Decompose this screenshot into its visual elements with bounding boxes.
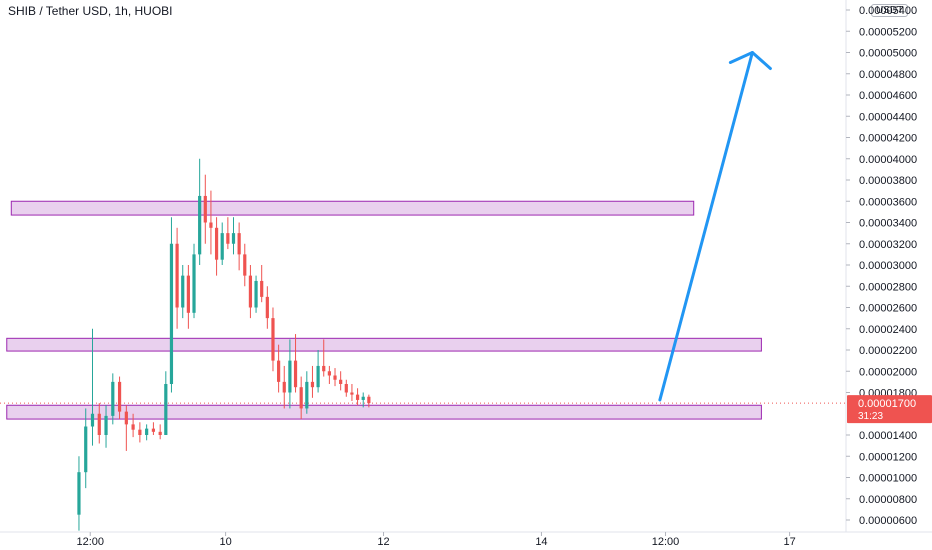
last-price-badge (847, 395, 932, 424)
y-tick-label: 0.00001200 (859, 451, 917, 463)
candle-body (124, 411, 128, 425)
candle-body (237, 233, 241, 255)
y-tick-label: 0.00004400 (859, 111, 917, 123)
candle-body (209, 222, 213, 228)
candle-body (226, 233, 230, 244)
projection-arrow-shaft (658, 51, 754, 402)
candle-body (169, 243, 174, 384)
candle-body (243, 254, 247, 276)
candle-body (299, 387, 303, 409)
x-tick-label: 14 (535, 536, 547, 548)
candle-body (260, 280, 264, 297)
x-tick-label: 17 (783, 536, 795, 548)
candle-body (282, 381, 286, 393)
candle-body (271, 318, 275, 361)
candle-body (339, 379, 343, 384)
y-tick-label: 0.00000600 (859, 515, 917, 527)
candle-body (186, 275, 190, 313)
candle-body (327, 371, 331, 376)
candle-body (104, 415, 108, 435)
candle-body (77, 472, 81, 515)
candle-body (248, 275, 253, 308)
y-tick-label: 0.00001000 (859, 473, 917, 485)
y-tick-label: 0.00003000 (859, 260, 917, 272)
price-zone (10, 200, 695, 216)
currency-badge[interactable]: USDT (871, 4, 909, 17)
candle-body (117, 381, 122, 412)
candle-body (322, 365, 326, 372)
y-tick-label: 0.00004200 (859, 133, 917, 145)
y-tick-label: 0.00000800 (859, 494, 917, 506)
candle-body (158, 431, 162, 435)
candle-body (288, 360, 292, 393)
candle-body (316, 365, 320, 388)
y-tick-label: 0.00004600 (859, 90, 917, 102)
y-tick-label: 0.00002600 (859, 303, 917, 315)
candle-body (265, 296, 269, 319)
y-tick-label: 0.00003600 (859, 196, 917, 208)
x-tick-label: 12:00 (652, 536, 680, 548)
candle-body (214, 227, 219, 260)
candle-body (131, 424, 135, 430)
x-tick-label: 10 (219, 536, 231, 548)
bar-countdown: 31:23 (858, 411, 883, 422)
y-tick-label: 0.00001400 (859, 430, 917, 442)
y-tick-label: 0.00003400 (859, 218, 917, 230)
candle-body (164, 384, 168, 435)
y-tick-label: 0.00003800 (859, 175, 917, 187)
projection-arrow-head (728, 51, 772, 70)
candle-body (138, 429, 142, 435)
chart-title: SHIB / Tether USD, 1h, HUOBI (8, 4, 173, 18)
y-tick-label: 0.00002000 (859, 366, 917, 378)
candle-body (277, 360, 281, 382)
price-zone (6, 337, 762, 352)
candle-body (231, 233, 236, 244)
y-tick-label: 0.00002400 (859, 324, 917, 336)
candle-body (151, 428, 156, 432)
y-tick-label: 0.00004800 (859, 69, 917, 81)
x-tick-label: 12:00 (76, 536, 104, 548)
candle-body (355, 394, 360, 400)
candle-body (145, 428, 149, 435)
candle-body (310, 381, 315, 388)
last-price-value: 0.00001700 (858, 398, 916, 410)
candle-body (220, 233, 224, 260)
candle-body (203, 195, 207, 223)
y-tick-label: 0.00005200 (859, 26, 917, 38)
candle-body (111, 381, 115, 416)
y-tick-label: 0.00005000 (859, 48, 917, 60)
candle-body (181, 275, 185, 308)
candle-body (305, 381, 309, 409)
candle-body (175, 243, 179, 308)
candle-body (350, 392, 354, 395)
candle-body (333, 375, 337, 380)
y-tick-label: 0.00002800 (859, 281, 917, 293)
candle-body (293, 360, 298, 388)
candle-body (84, 426, 88, 473)
candle-body (198, 195, 202, 255)
y-tick-label: 0.00004000 (859, 154, 917, 166)
candle-body (367, 396, 371, 404)
candle-body (254, 280, 258, 308)
candle-body (361, 396, 365, 400)
y-tick-label: 0.00003200 (859, 239, 917, 251)
x-tick-label: 12 (377, 536, 389, 548)
price-zone (6, 404, 762, 420)
candle-body (192, 254, 196, 313)
candle-body (344, 384, 348, 393)
y-tick-label: 0.00005400 (859, 5, 917, 17)
y-tick-label: 0.00002200 (859, 345, 917, 357)
candle-body (97, 413, 101, 435)
candle-body (90, 413, 95, 427)
